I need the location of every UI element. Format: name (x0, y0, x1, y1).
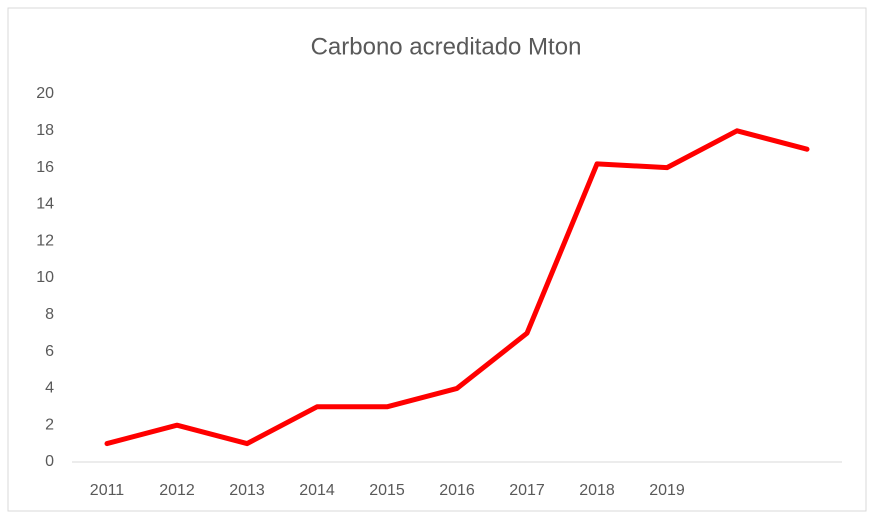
y-tick-label: 18 (36, 122, 54, 139)
y-tick-label: 0 (45, 453, 54, 470)
y-tick-label: 4 (45, 380, 54, 397)
y-tick-label: 6 (45, 343, 54, 360)
chart-title: Carbono acreditado Mton (311, 33, 582, 60)
line-series (104, 128, 810, 447)
chart-border (7, 7, 867, 512)
y-tick-label: 10 (36, 269, 54, 286)
x-tick-label: 2012 (159, 482, 195, 499)
x-tick-label: 2017 (509, 482, 545, 499)
y-tick-label: 20 (36, 85, 54, 102)
y-tick-label: 8 (45, 306, 54, 323)
x-tick-label: 2016 (439, 482, 475, 499)
y-tick-label: 14 (36, 196, 54, 213)
y-tick-label: 12 (36, 232, 54, 249)
y-tick-label: 16 (36, 159, 54, 176)
x-tick-label: 2014 (299, 482, 335, 499)
y-tick-label: 2 (45, 416, 54, 433)
x-tick-label: 2018 (579, 482, 615, 499)
x-tick-label: 2013 (229, 482, 265, 499)
x-tick-label: 2011 (90, 482, 125, 499)
x-tick-label: 2019 (649, 482, 685, 499)
x-tick-label: 2015 (369, 482, 405, 499)
